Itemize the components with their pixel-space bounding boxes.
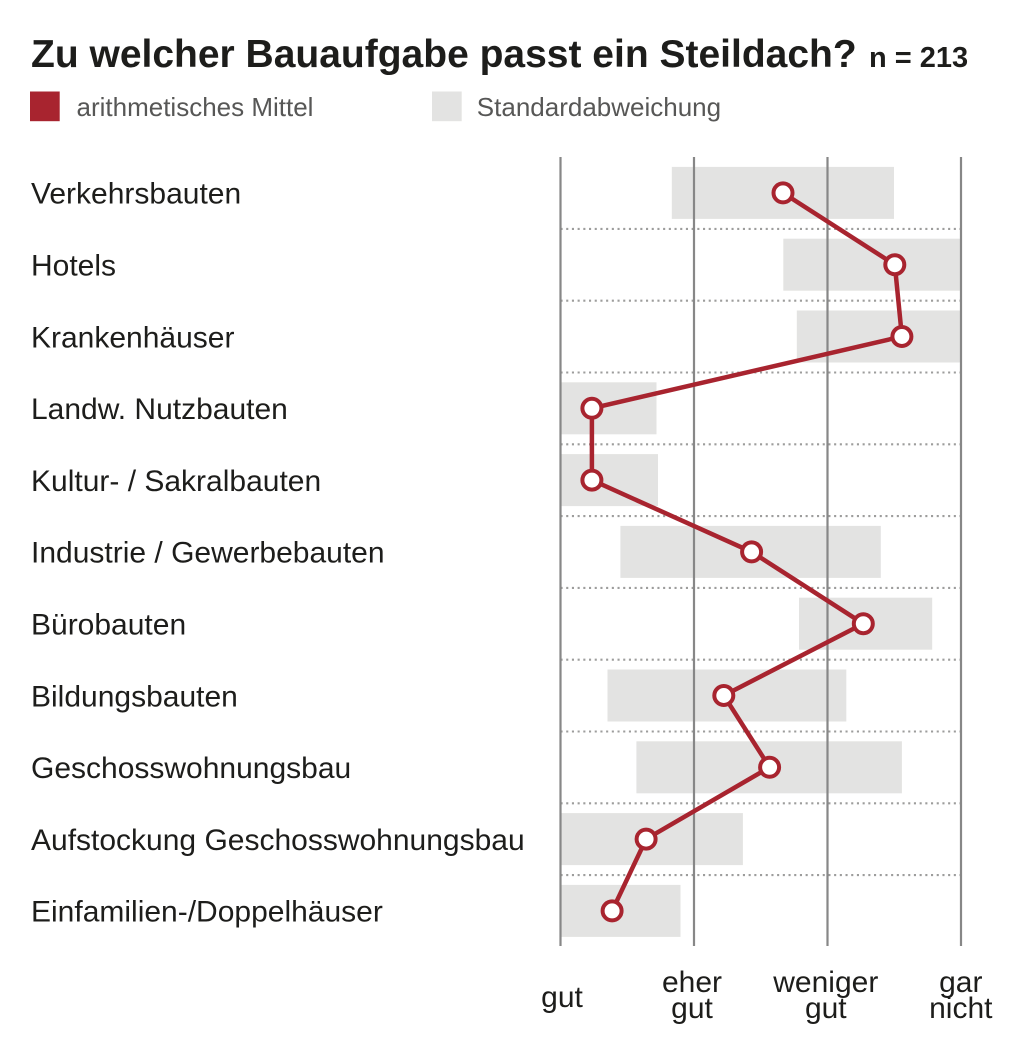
svg-text:Standardabweichung: Standardabweichung — [477, 92, 721, 122]
svg-text:gut: gut — [541, 981, 583, 1014]
svg-text:Landw. Nutzbauten: Landw. Nutzbauten — [31, 393, 288, 426]
svg-text:Krankenhäuser: Krankenhäuser — [31, 321, 234, 354]
svg-text:gut: gut — [805, 992, 847, 1025]
svg-text:gut: gut — [671, 992, 713, 1025]
svg-text:nicht: nicht — [929, 992, 993, 1025]
svg-text:Aufstockung Geschosswohnungsba: Aufstockung Geschosswohnungsbau — [31, 824, 525, 857]
svg-text:Industrie / Gewerbebauten: Industrie / Gewerbebauten — [31, 537, 385, 570]
svg-text:Verkehrsbauten: Verkehrsbauten — [31, 178, 241, 211]
svg-text:Einfamilien-/Doppelhäuser: Einfamilien-/Doppelhäuser — [31, 896, 383, 929]
svg-text:Bürobauten: Bürobauten — [31, 609, 186, 642]
svg-text:eher: eher — [662, 966, 722, 999]
svg-text:Kultur- / Sakralbauten: Kultur- / Sakralbauten — [31, 465, 321, 498]
svg-text:Zu welcher Bauaufgabe passt ei: Zu welcher Bauaufgabe passt ein Steildac… — [31, 33, 857, 76]
svg-text:arithmetisches Mittel: arithmetisches Mittel — [77, 92, 314, 122]
svg-text:n = 213: n = 213 — [869, 42, 968, 74]
svg-text:Hotels: Hotels — [31, 250, 116, 283]
svg-text:Geschosswohnungsbau: Geschosswohnungsbau — [31, 752, 351, 785]
svg-text:Bildungsbauten: Bildungsbauten — [31, 680, 238, 713]
svg-text:gar: gar — [939, 966, 982, 999]
svg-text:weniger: weniger — [772, 966, 878, 999]
